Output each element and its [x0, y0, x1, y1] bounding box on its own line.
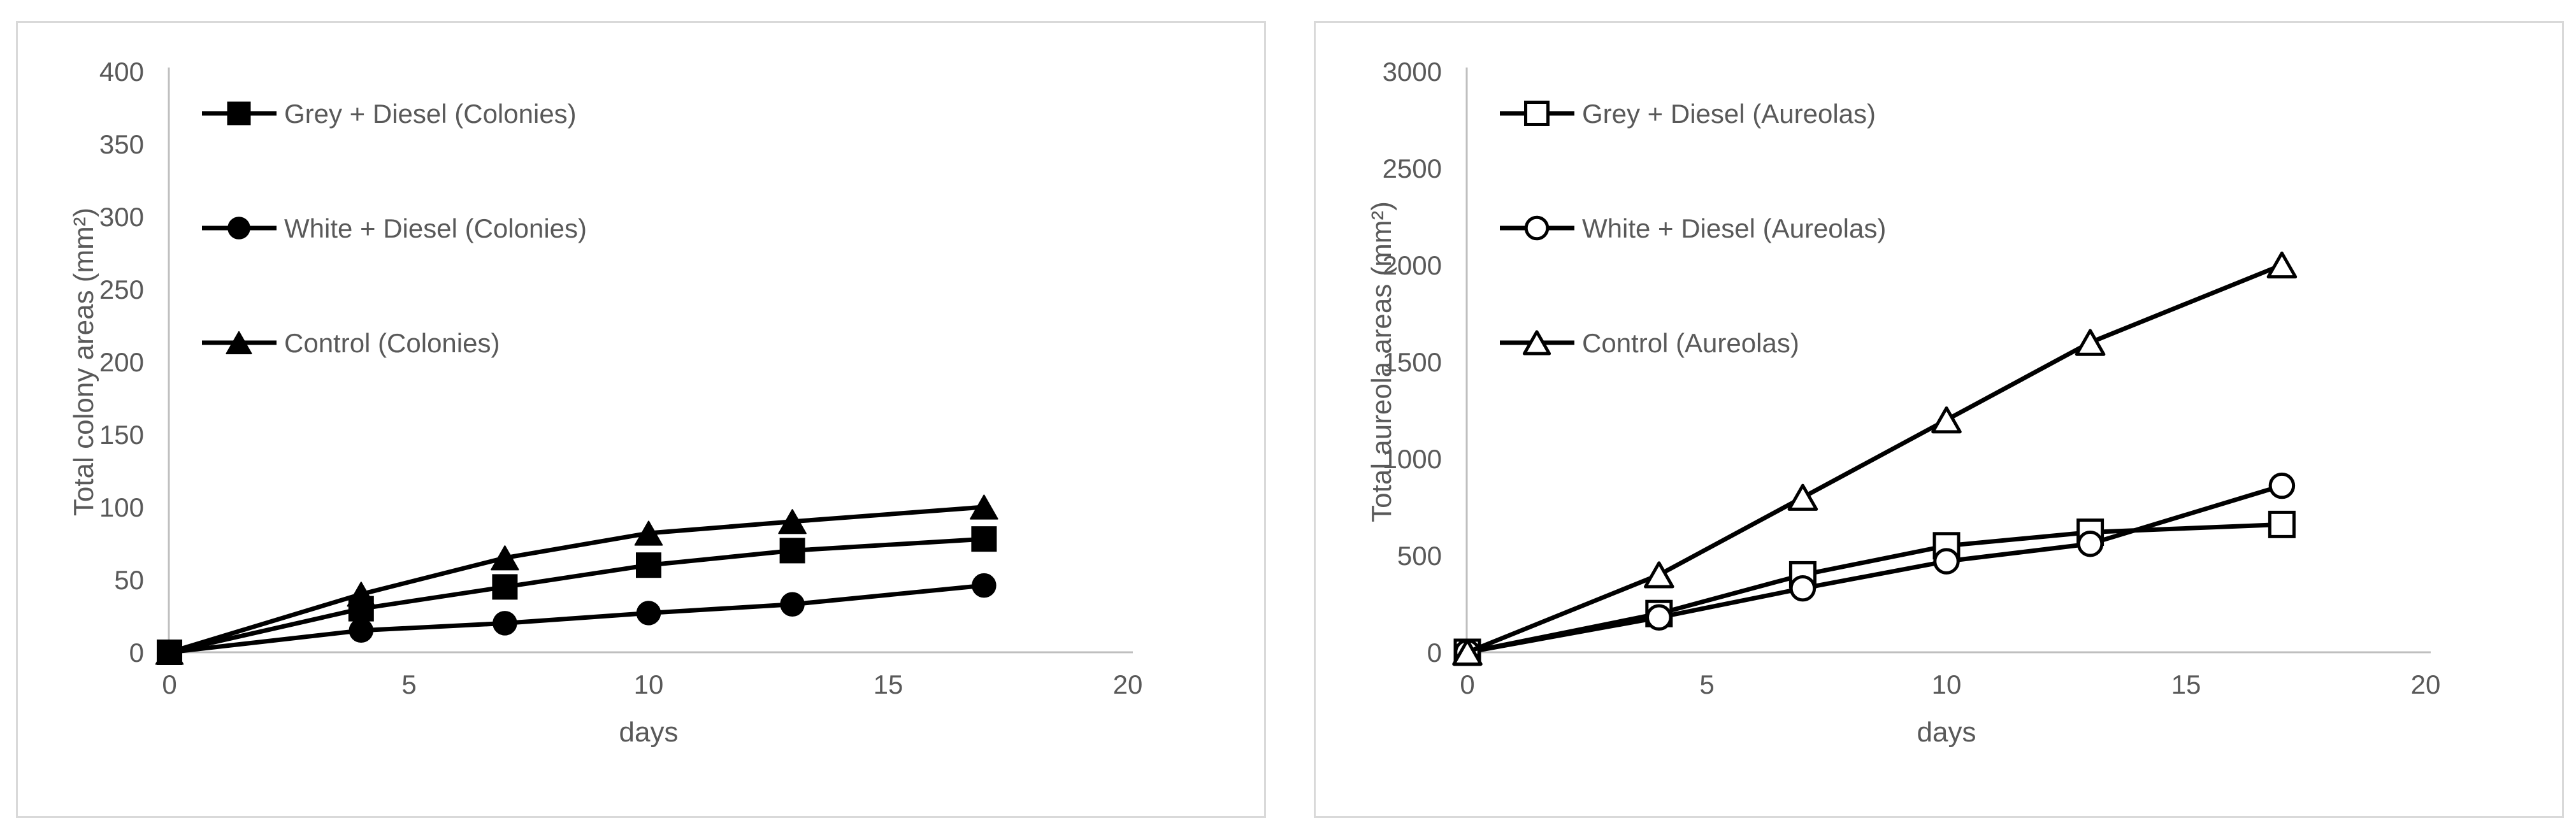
series-marker	[634, 520, 663, 546]
x-tick-label: 10	[634, 669, 664, 699]
series-marker	[971, 526, 997, 552]
series-marker	[492, 574, 518, 600]
x-axis-title: days	[1917, 717, 1976, 748]
legend-label: White + Diesel (Aureolas)	[1582, 213, 1886, 243]
legend-marker	[227, 217, 250, 240]
series-line	[1465, 262, 2284, 655]
series-marker	[2268, 472, 2296, 499]
legend-label: Grey + Diesel (Colonies)	[284, 99, 577, 129]
y-tick-label: 50	[114, 565, 144, 595]
series-marker	[972, 573, 997, 598]
y-tick-label: 500	[1397, 541, 1442, 571]
x-axis-title: days	[619, 717, 679, 748]
series-marker	[493, 611, 517, 636]
y-tick-label: 100	[99, 492, 144, 522]
x-tick-label: 15	[874, 669, 903, 699]
x-tick-label: 0	[162, 669, 176, 699]
aureola-areas-chart-panel: 0 500 1000 1500 2000 2500 3000 0 5 10 15 20 days Tota…	[1314, 21, 2564, 818]
y-tick-label: 300	[99, 202, 144, 232]
x-tick-label: 0	[1460, 669, 1474, 699]
y-tick-label: 1000	[1383, 444, 1442, 474]
legend-marker	[1522, 330, 1551, 355]
x-tick-label: 20	[1113, 669, 1143, 699]
series-marker	[2075, 329, 2106, 356]
y-tick-label: 0	[129, 638, 144, 668]
x-tick-label: 10	[1932, 669, 1962, 699]
y-tick-label: 2500	[1383, 154, 1442, 183]
series-line	[1465, 522, 2284, 655]
y-tick-label: 350	[99, 129, 144, 159]
series-marker	[1933, 548, 1960, 575]
series-marker	[636, 601, 661, 626]
series-marker	[2268, 510, 2296, 538]
series-marker	[1789, 575, 1817, 602]
x-tick-label: 15	[2171, 669, 2201, 699]
series-marker	[2076, 531, 2104, 557]
series-marker	[2266, 251, 2298, 279]
series-marker	[1646, 604, 1673, 631]
series-marker	[636, 552, 661, 578]
series-marker	[970, 494, 998, 520]
series-marker	[349, 618, 374, 643]
series-marker	[1787, 483, 1818, 511]
y-tick-label: 200	[99, 347, 144, 377]
series-marker	[491, 545, 519, 571]
y-axis-title: Total aureola areas (mm²)	[1366, 201, 1397, 522]
series-line	[167, 504, 986, 655]
y-tick-label: 150	[99, 420, 144, 450]
x-tick-label: 5	[1699, 669, 1714, 699]
series-line	[167, 536, 986, 655]
series-marker	[1931, 406, 1962, 434]
series-line	[1465, 483, 2284, 655]
y-axis-title: Total colony areas (mm²)	[68, 208, 99, 516]
legend-label: White + Diesel (Colonies)	[284, 213, 587, 243]
x-tick-label: 5	[401, 669, 416, 699]
y-tick-label: 2000	[1383, 250, 1442, 280]
legend-marker	[1524, 215, 1550, 241]
legend-label: Grey + Diesel (Aureolas)	[1582, 99, 1876, 129]
aureola-areas-chart: 0 500 1000 1500 2000 2500 3000 0 5 10 15 20 days Tota…	[1366, 57, 2441, 748]
series-marker	[347, 582, 376, 607]
series-marker	[780, 592, 805, 617]
series-marker	[778, 509, 807, 534]
y-tick-label: 3000	[1383, 57, 1442, 87]
y-tick-label: 400	[99, 57, 144, 87]
series-marker	[1452, 638, 1483, 666]
legend-marker	[226, 331, 252, 355]
colony-areas-chart: 0 50 100 150 200 250 300 350 400 0 5 10 15 20 days Tota…	[68, 57, 1143, 748]
series-line	[167, 583, 986, 655]
y-tick-label: 0	[1427, 638, 1442, 668]
legend-label: Control (Aureolas)	[1582, 328, 1799, 358]
legend-marker	[227, 101, 251, 125]
legend-marker	[1524, 101, 1550, 126]
x-tick-label: 20	[2411, 669, 2441, 699]
series-marker	[155, 640, 184, 665]
series-marker	[779, 538, 805, 564]
y-tick-label: 1500	[1383, 347, 1442, 377]
colony-areas-chart-panel: 0 50 100 150 200 250 300 350 400 0 5 10 15 20 days Tota…	[16, 21, 1266, 818]
series-marker	[1644, 561, 1674, 589]
y-tick-label: 250	[99, 275, 144, 304]
legend-label: Control (Colonies)	[284, 328, 500, 358]
